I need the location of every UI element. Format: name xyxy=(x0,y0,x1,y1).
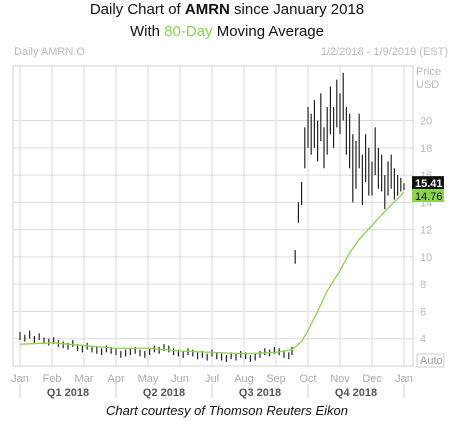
auto-button[interactable] xyxy=(416,353,445,368)
moving-average-line xyxy=(19,191,405,355)
date-range-label: 1/2/2018 - 1/9/2019 (EST) xyxy=(320,46,448,58)
chart-credit: Chart courtesy of Thomson Reuters Eikon xyxy=(105,403,349,418)
x-tick-label: Dec xyxy=(362,373,382,385)
symbol-label: Daily AMRN.O xyxy=(14,46,85,58)
y-tick-label: 8 xyxy=(420,279,426,291)
x-tick-label: Jul xyxy=(205,373,219,385)
y-tick-label: 6 xyxy=(420,306,426,318)
x-tick-label: Mar xyxy=(75,373,94,385)
y-axis-label-usd: USD xyxy=(416,79,439,91)
quarter-label: Q2 2018 xyxy=(143,387,185,399)
last-price-tag-bg xyxy=(412,176,444,190)
last-ma-tag-bg xyxy=(412,189,444,202)
chart-title-line-2: With 80-Day Moving Average xyxy=(130,23,324,40)
grid xyxy=(13,66,413,366)
chart-title-line-1: Daily Chart of AMRN since January 2018 xyxy=(89,1,365,18)
x-tick-label: Oct xyxy=(299,373,316,385)
y-tick-label: 10 xyxy=(420,252,432,264)
x-tick-label: Apr xyxy=(107,373,124,385)
x-tick-label: Feb xyxy=(43,373,62,385)
x-axis-ticks: Jan Feb Mar Apr May Jun Jul Aug Sep Oct Nov Dec Jan xyxy=(11,373,413,385)
last-ma-tag-label: 14.76 xyxy=(415,191,443,203)
last-price-tag: 15.41 xyxy=(412,176,444,190)
last-price-tag-label: 15.41 xyxy=(415,178,443,190)
ma-label: 80-Day xyxy=(164,23,213,40)
quarter-labels: Q1 2018 Q2 2018 Q3 2018 Q4 2018 xyxy=(19,384,405,399)
plot-frame xyxy=(12,65,414,367)
x-tick-label: Jan xyxy=(11,373,29,385)
y-tick-label: 4 xyxy=(420,334,426,346)
x-tick-label: Jun xyxy=(171,373,189,385)
x-tick-label: Nov xyxy=(330,373,350,385)
x-tick-label: May xyxy=(138,373,159,385)
y-tick-label: 20 xyxy=(420,116,432,128)
x-tick-label: Jan xyxy=(395,373,413,385)
x-tick-label: Aug xyxy=(234,373,254,385)
y-axis-label-price: Price xyxy=(416,66,441,78)
quarter-label: Q3 2018 xyxy=(239,387,281,399)
ticker: AMRN xyxy=(184,1,230,18)
y-tick-label: 18 xyxy=(420,143,432,155)
last-ma-tag: 14.76 xyxy=(412,189,444,203)
quarter-label: Q4 2018 xyxy=(335,387,377,399)
quarter-label: Q1 2018 xyxy=(47,387,89,399)
auto-button-label[interactable]: Auto xyxy=(420,355,443,367)
price-bars xyxy=(19,72,405,362)
x-tick-label: Sep xyxy=(266,373,286,385)
y-tick-label: 12 xyxy=(420,225,432,237)
